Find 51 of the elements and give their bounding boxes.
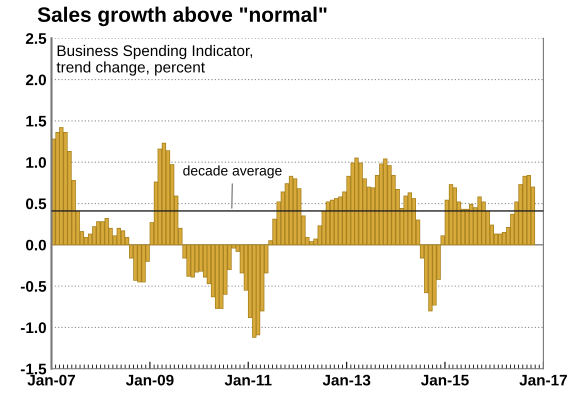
bar bbox=[452, 187, 457, 246]
bar bbox=[309, 241, 314, 246]
x-tick-label: Jan-07 bbox=[28, 374, 76, 386]
bar bbox=[141, 244, 146, 282]
bar bbox=[190, 244, 195, 278]
y-tick-label: -0.5 bbox=[20, 281, 46, 292]
bar bbox=[116, 228, 121, 246]
bar bbox=[526, 175, 532, 246]
bar bbox=[354, 158, 359, 246]
bar bbox=[252, 244, 256, 338]
bar bbox=[120, 230, 126, 246]
x-tick-label: Jan-13 bbox=[322, 374, 370, 386]
x-tick-label: Jan-09 bbox=[126, 374, 174, 386]
ref-line-label: decade average bbox=[183, 165, 282, 178]
y-tick-label: -1.5 bbox=[20, 364, 46, 374]
y-tick-label: 2.0 bbox=[26, 74, 46, 86]
bar bbox=[408, 192, 412, 246]
bar bbox=[214, 244, 220, 309]
bar bbox=[292, 178, 298, 246]
bar bbox=[256, 244, 260, 336]
bar bbox=[498, 234, 502, 246]
bar bbox=[186, 244, 191, 277]
y-tick-label: 0.0 bbox=[26, 240, 46, 251]
bar bbox=[96, 221, 101, 246]
bar bbox=[288, 176, 294, 246]
y-tick-label: 2.5 bbox=[26, 33, 46, 44]
bar bbox=[522, 176, 527, 246]
x-tick-label: Jan-15 bbox=[420, 374, 469, 386]
bar bbox=[326, 201, 330, 246]
bar bbox=[469, 204, 474, 246]
bar bbox=[334, 198, 338, 246]
bar bbox=[100, 221, 105, 246]
y-tick-label: 1.0 bbox=[26, 157, 46, 168]
bar bbox=[403, 196, 408, 246]
bar bbox=[477, 196, 482, 246]
y-tick-label: 1.5 bbox=[26, 116, 46, 127]
x-tick-label: Jan-11 bbox=[224, 374, 272, 386]
chart-title: Sales growth above "normal" bbox=[38, 6, 326, 26]
bar bbox=[330, 200, 334, 246]
y-tick-label: -1.0 bbox=[20, 322, 46, 334]
x-tick-label: Jan-17 bbox=[519, 374, 567, 386]
bar bbox=[133, 244, 138, 281]
text: Business Spending Indicator, trend change, percent bbox=[56, 44, 252, 76]
bar bbox=[219, 244, 224, 309]
bar bbox=[428, 244, 433, 312]
bar bbox=[104, 218, 109, 246]
bar bbox=[137, 244, 142, 282]
bar bbox=[59, 127, 64, 246]
y-tick-label: 0.5 bbox=[26, 198, 46, 210]
bar bbox=[383, 158, 388, 246]
bar bbox=[162, 142, 166, 246]
